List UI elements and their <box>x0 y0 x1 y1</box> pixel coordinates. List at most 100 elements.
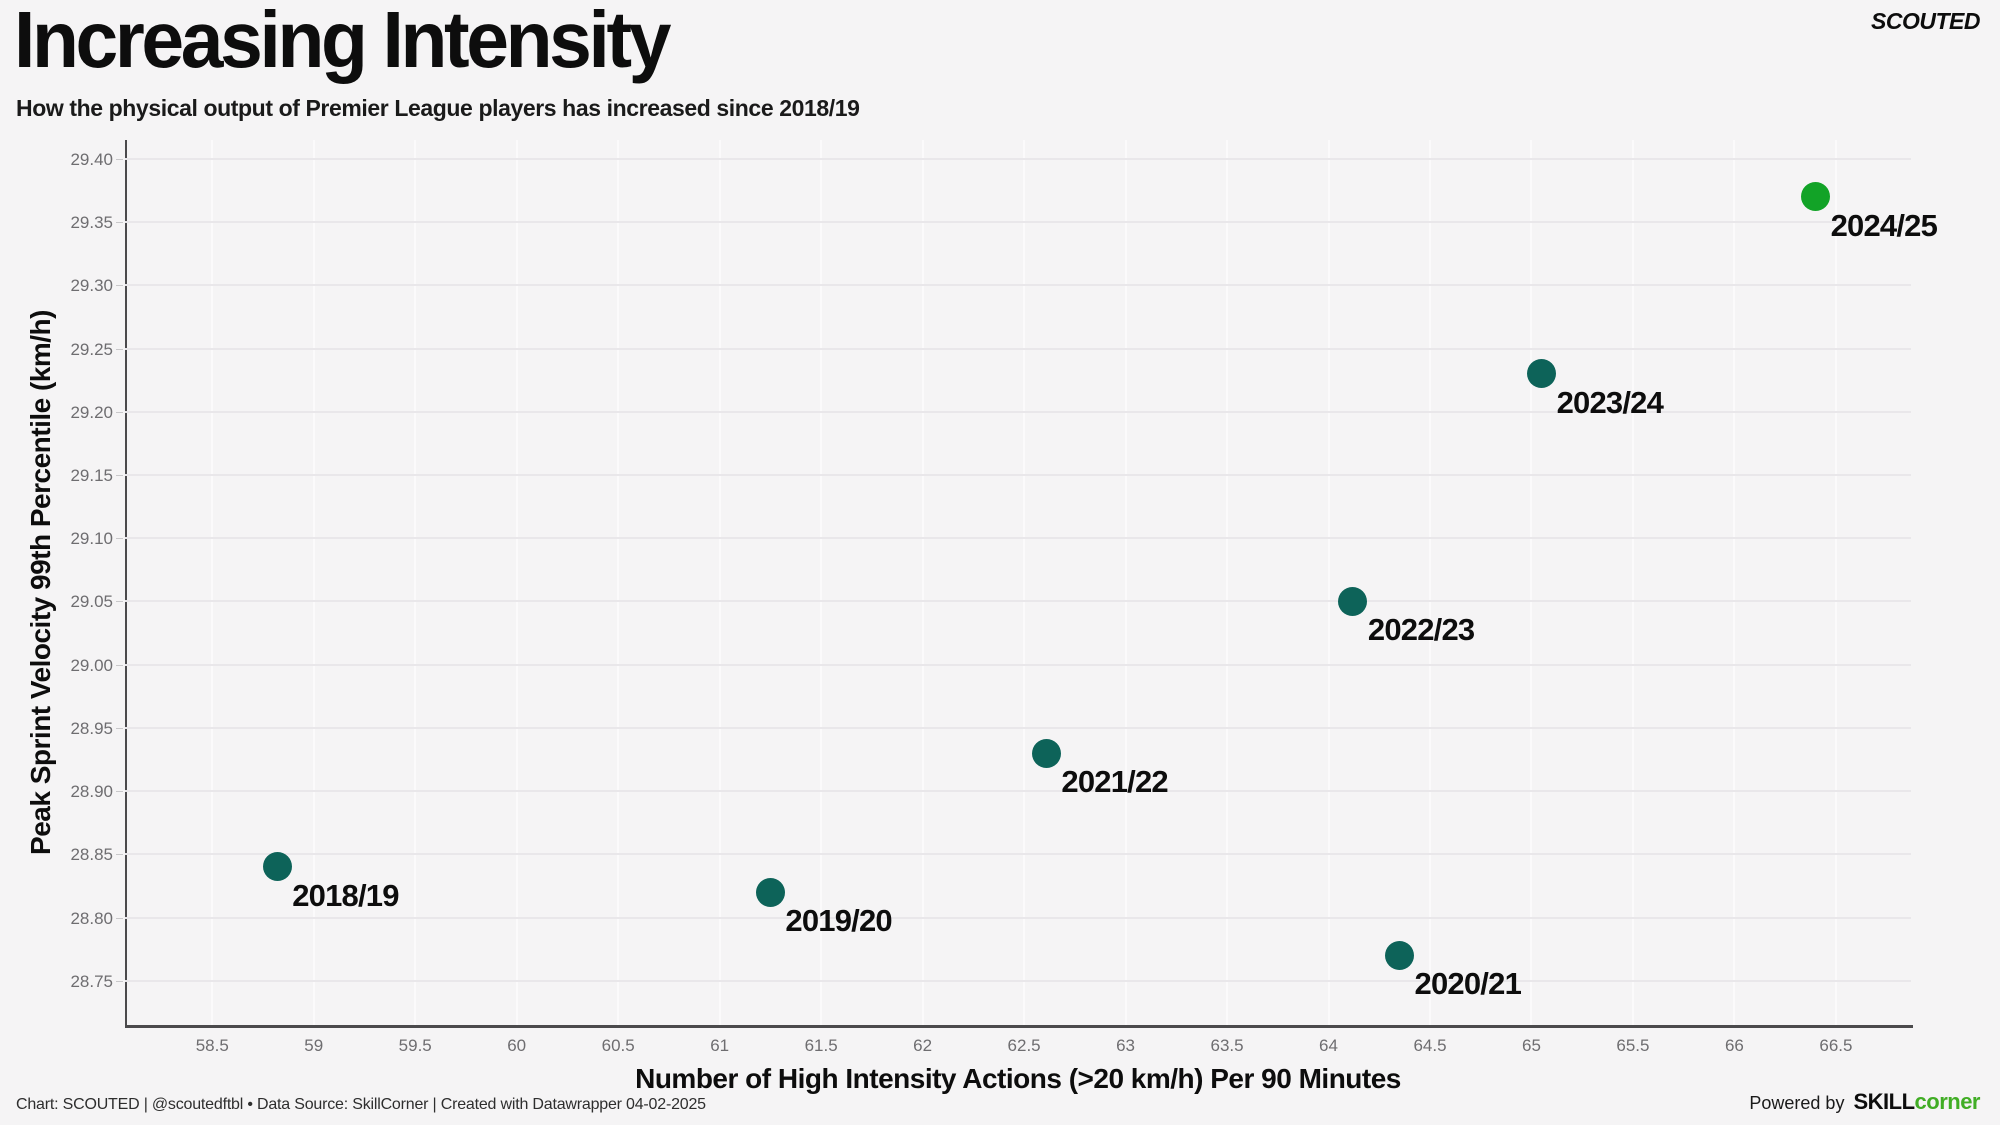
x-tick-label: 58.5 <box>195 1036 229 1055</box>
x-tick-label: 65.5 <box>1616 1036 1650 1055</box>
data-point-label-2024-25: 2024/25 <box>1830 207 1938 243</box>
y-tick-mark <box>116 411 123 413</box>
gridline-vertical <box>1530 140 1533 1025</box>
gridline-horizontal <box>125 600 1911 603</box>
gridline-vertical <box>1834 140 1837 1025</box>
x-tick-label: 63 <box>1116 1036 1136 1055</box>
data-point-label-2021-22: 2021/22 <box>1061 764 1168 800</box>
x-tick-label: 65 <box>1522 1036 1541 1055</box>
x-tick-label: 62.5 <box>1007 1036 1041 1055</box>
y-tick-mark <box>116 222 123 224</box>
gridline-vertical <box>1631 140 1634 1025</box>
footer: Chart: SCOUTED | @scoutedftbl • Data Sou… <box>16 1089 1981 1115</box>
gridline-horizontal <box>125 410 1911 413</box>
y-tick-label: 29.15 <box>70 466 113 486</box>
x-tick-label: 64 <box>1319 1036 1338 1055</box>
gridline-horizontal <box>125 221 1911 224</box>
y-tick-label: 28.85 <box>70 845 113 865</box>
x-tick-label: 62 <box>913 1036 933 1055</box>
y-tick-mark <box>116 348 123 350</box>
y-tick-mark <box>116 158 123 160</box>
x-tick-label: 64.5 <box>1413 1036 1447 1055</box>
scouted-logo: SCOUTED <box>1871 8 1980 34</box>
data-point-label-2020-21: 2020/21 <box>1414 966 1522 1002</box>
x-tick-label: 59 <box>304 1036 324 1055</box>
gridline-vertical <box>1733 140 1736 1025</box>
skillcorner-logo: SKILLcorner <box>1853 1089 1980 1115</box>
gridline-vertical <box>515 140 518 1025</box>
gridline-vertical <box>820 140 823 1025</box>
y-tick-mark <box>116 285 123 287</box>
x-tick-label: 63.5 <box>1210 1036 1244 1055</box>
skillcorner-logo-dark: SKILL <box>1853 1089 1915 1114</box>
powered-by-text: Powered by <box>1749 1093 1845 1113</box>
gridline-vertical <box>617 140 620 1025</box>
y-tick-mark <box>116 727 123 729</box>
gridline-horizontal <box>125 726 1911 729</box>
y-tick-label: 29.30 <box>70 276 113 296</box>
y-tick-mark <box>116 601 123 603</box>
chart-credit: Chart: SCOUTED | @scoutedftbl • Data Sou… <box>16 1096 706 1113</box>
data-point-2024-25 <box>1801 182 1831 212</box>
y-tick-label: 29.00 <box>70 655 113 675</box>
y-tick-mark <box>116 475 123 477</box>
y-tick-label: 28.90 <box>70 782 113 802</box>
gridline-horizontal <box>125 347 1911 350</box>
y-tick-label: 29.10 <box>70 529 113 549</box>
y-tick-mark <box>116 980 123 982</box>
skillcorner-logo-green: corner <box>1914 1089 1981 1114</box>
gridline-vertical <box>312 140 315 1025</box>
y-tick-label: 28.80 <box>70 908 113 928</box>
gridline-vertical <box>1124 140 1127 1025</box>
data-point-2021-22 <box>1031 738 1061 768</box>
y-tick-label: 29.40 <box>70 149 113 169</box>
data-point-2022-23 <box>1338 586 1368 616</box>
y-tick-label: 29.25 <box>70 339 113 359</box>
y-tick-label: 28.75 <box>70 971 113 991</box>
plot-area <box>125 140 1913 1028</box>
y-tick-mark <box>116 854 123 856</box>
data-point-label-2022-23: 2022/23 <box>1367 612 1475 648</box>
gridline-horizontal <box>125 979 1911 982</box>
y-tick-mark <box>116 664 123 666</box>
data-point-label-2023-24: 2023/24 <box>1556 384 1664 420</box>
gridline-horizontal <box>125 474 1911 477</box>
gridline-vertical <box>211 140 214 1025</box>
x-tick-label: 66.5 <box>1819 1036 1853 1055</box>
data-point-2020-21 <box>1385 940 1415 970</box>
x-tick-label: 59.5 <box>398 1036 432 1055</box>
data-point-2018-19 <box>262 852 292 882</box>
x-tick-label: 61 <box>710 1036 730 1055</box>
x-tick-label: 60 <box>507 1036 527 1055</box>
y-tick-label: 29.35 <box>70 213 113 233</box>
data-point-label-2018-19: 2018/19 <box>292 877 399 913</box>
y-tick-label: 29.20 <box>70 402 113 422</box>
gridline-horizontal <box>125 916 1911 919</box>
x-tick-label: 61.5 <box>804 1036 838 1055</box>
gridline-vertical <box>1226 140 1229 1025</box>
gridline-horizontal <box>125 157 1911 160</box>
gridline-vertical <box>1023 140 1026 1025</box>
data-point-label-2019-20: 2019/20 <box>785 903 892 939</box>
data-point-2019-20 <box>755 877 785 907</box>
y-tick-label: 29.05 <box>70 592 113 612</box>
gridline-horizontal <box>125 537 1911 540</box>
gridline-vertical <box>921 140 924 1025</box>
x-axis-title: Number of High Intensity Actions (>20 km… <box>635 1063 1401 1094</box>
y-tick-mark <box>116 917 123 919</box>
y-tick-mark <box>116 538 123 540</box>
page-title: Increasing Intensity <box>14 0 671 84</box>
y-tick-mark <box>116 791 123 793</box>
data-point-2023-24 <box>1527 359 1557 389</box>
gridline-vertical <box>718 140 721 1025</box>
chart-subtitle: How the physical output of Premier Leagu… <box>16 95 860 121</box>
powered-by: Powered by SKILLcorner <box>1749 1089 1980 1115</box>
gridline-vertical <box>1428 140 1431 1025</box>
y-tick-label: 28.95 <box>70 718 113 738</box>
gridline-horizontal <box>125 853 1911 856</box>
gridline-horizontal <box>125 790 1911 793</box>
x-tick-label: 60.5 <box>601 1036 635 1055</box>
gridline-horizontal <box>125 663 1911 666</box>
